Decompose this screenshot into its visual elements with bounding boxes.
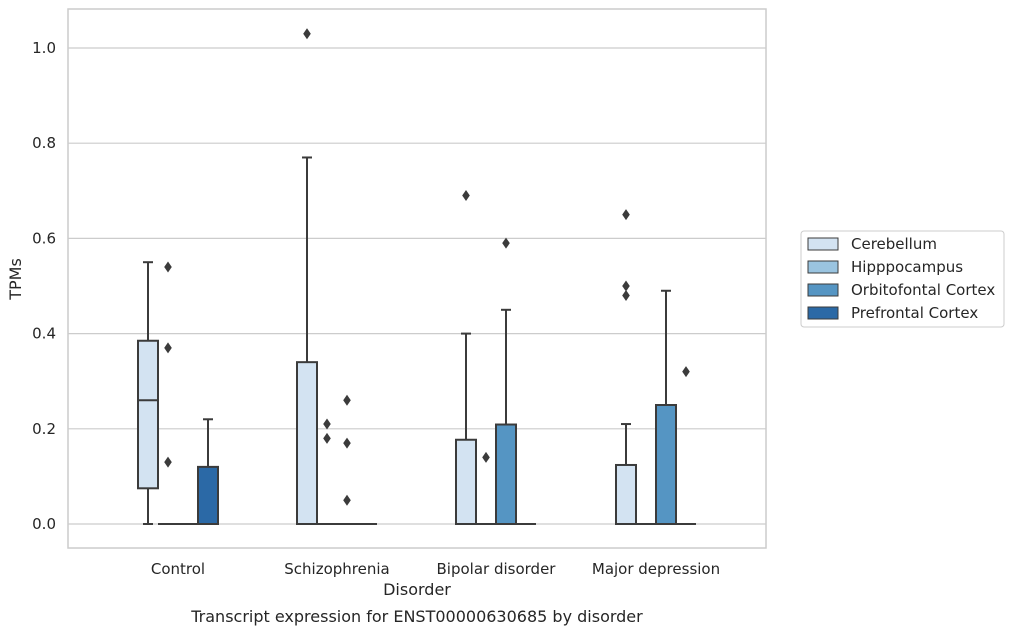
y-axis-title: TPMs xyxy=(6,258,25,301)
legend-label: Prefrontal Cortex xyxy=(851,304,978,322)
outlier-point xyxy=(502,237,510,249)
box-cerebellum xyxy=(615,209,637,526)
outlier-point xyxy=(164,342,172,354)
y-tick-label: 0.4 xyxy=(32,325,56,343)
box-cerebellum xyxy=(137,261,159,525)
legend-item: Cerebellum xyxy=(807,235,937,253)
y-tick-label: 1.0 xyxy=(32,39,56,57)
box-cerebellum xyxy=(455,190,477,525)
box-cerebellum xyxy=(296,28,318,525)
box-hipppocampus xyxy=(158,261,178,525)
legend-item: Orbitofontal Cortex xyxy=(807,281,995,299)
legend-label: Cerebellum xyxy=(851,235,937,253)
y-tick-label: 0.2 xyxy=(32,420,56,438)
box-body xyxy=(137,339,159,490)
outlier-point xyxy=(622,290,630,302)
y-tick-label: 0.0 xyxy=(32,515,56,533)
x-tick-label: Bipolar disorder xyxy=(437,560,557,578)
outlier-point xyxy=(323,418,331,430)
y-axis-ticks: 0.0 0.2 0.4 0.6 0.8 1.0 xyxy=(32,39,56,533)
outlier-point xyxy=(343,394,351,406)
outlier-point xyxy=(164,261,172,273)
x-tick-label: Control xyxy=(151,560,205,578)
legend-item: Prefrontal Cortex xyxy=(807,304,978,322)
legend-frame xyxy=(800,230,1005,328)
outlier-point xyxy=(164,456,172,468)
y-tick-label: 0.6 xyxy=(32,229,56,247)
outlier-point xyxy=(622,280,630,292)
box-hipppocampus xyxy=(317,418,337,525)
x-tick-label: Schizophrenia xyxy=(284,560,389,578)
box-orbitofontal-cortex xyxy=(337,394,357,525)
chart-caption: Transcript expression for ENST0000063068… xyxy=(190,607,643,626)
legend: Cerebellum Hipppocampus Orbitofontal Corte… xyxy=(800,230,1005,328)
legend-swatch xyxy=(807,237,839,251)
box-orbitofontal-cortex xyxy=(495,237,517,525)
y-tick-label: 0.8 xyxy=(32,134,56,152)
box-body xyxy=(615,463,637,526)
box-plot-series xyxy=(137,28,696,526)
box-prefrontal-cortex xyxy=(676,366,696,525)
legend-swatch xyxy=(807,283,839,297)
outlier-point xyxy=(303,28,311,40)
box-hipppocampus xyxy=(476,451,496,525)
plot-area-frame xyxy=(67,8,767,549)
legend-item: Hipppocampus xyxy=(807,258,963,276)
box-body xyxy=(296,361,318,525)
legend-label: Orbitofontal Cortex xyxy=(851,281,995,299)
box-body xyxy=(197,465,219,526)
x-axis-ticks: Control Schizophrenia Bipolar disorder Majo… xyxy=(151,560,720,578)
outlier-point xyxy=(323,432,331,444)
legend-swatch xyxy=(807,306,839,320)
outlier-point xyxy=(682,366,690,378)
outlier-point xyxy=(343,494,351,506)
legend-label: Hipppocampus xyxy=(851,258,963,276)
outlier-point xyxy=(343,437,351,449)
box-prefrontal-cortex xyxy=(197,418,219,526)
outlier-point xyxy=(462,190,470,202)
box-body xyxy=(455,438,477,525)
box-body xyxy=(655,404,677,525)
x-tick-label: Major depression xyxy=(592,560,720,578)
box-orbitofontal-cortex xyxy=(655,289,677,525)
box-body xyxy=(495,423,517,525)
outlier-point xyxy=(482,451,490,463)
outlier-point xyxy=(622,209,630,221)
x-axis-title: Disorder xyxy=(383,580,451,599)
legend-swatch xyxy=(807,260,839,274)
